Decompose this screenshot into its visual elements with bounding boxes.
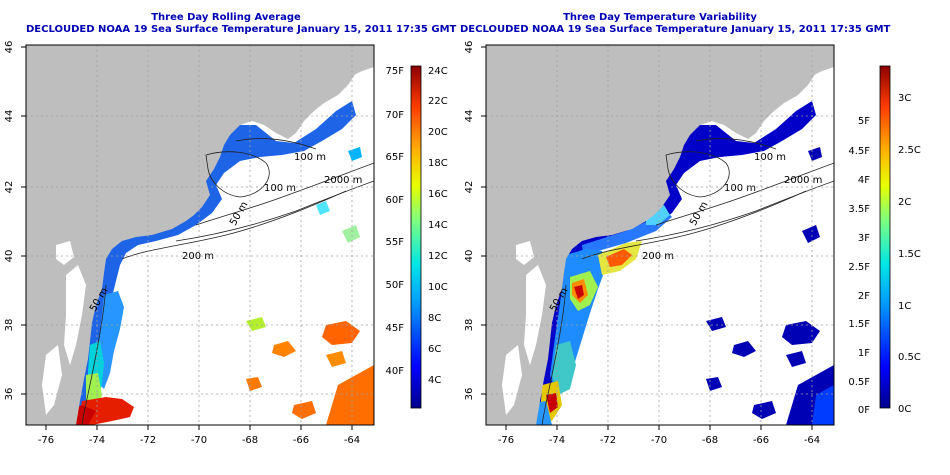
right-lat-tick: 46 xyxy=(464,41,475,54)
right-lon-tick: -74 xyxy=(549,435,565,446)
right-lon-tick: -66 xyxy=(753,435,769,446)
left-colorbar-f-label: 55F xyxy=(386,237,405,248)
right-lat-tick: 38 xyxy=(464,319,475,332)
left-contour-label: 2000 m xyxy=(324,175,362,186)
right-lat-tick: 44 xyxy=(464,110,475,123)
right-map-subtitle: DECLOUDED NOAA 19 Sea Surface Temperatur… xyxy=(460,24,891,35)
left-lat-tick: 40 xyxy=(4,250,15,263)
right-contour-label: 100 m xyxy=(724,183,756,194)
left-colorbar-c-label: 16C xyxy=(428,189,448,200)
left-contour-label: 100 m xyxy=(264,183,296,194)
right-map-title: Three Day Temperature Variability xyxy=(563,12,757,23)
right-colorbar-f-label: 2F xyxy=(858,291,870,302)
right-colorbar-f-label: 0F xyxy=(858,405,870,416)
left-colorbar-f-label: 75F xyxy=(386,66,405,77)
right-colorbar-f-label: 4F xyxy=(858,175,870,186)
right-contour-label: 200 m xyxy=(642,251,674,262)
left-lat-tick: 46 xyxy=(4,41,15,54)
left-map: 100 m 100 m 2000 m 50 m 200 m 50 m -76 -… xyxy=(4,41,375,446)
right-lat-tick: 40 xyxy=(464,250,475,263)
left-colorbar-c-label: 22C xyxy=(428,96,448,107)
right-colorbar-c-label: 2C xyxy=(898,197,911,208)
right-contour-label: 100 m xyxy=(754,152,786,163)
right-colorbar-c-label: 1.5C xyxy=(898,249,921,260)
right-lon-tick: -76 xyxy=(498,435,514,446)
right-lon-tick: -70 xyxy=(651,435,667,446)
left-lon-tick: -66 xyxy=(293,435,309,446)
left-colorbar-f-label: 70F xyxy=(386,110,405,121)
left-colorbar-c-label: 20C xyxy=(428,127,448,138)
right-lat-tick: 36 xyxy=(464,388,475,401)
right-colorbar-c-label: 0.5C xyxy=(898,352,921,363)
right-colorbar: 5F 4.5F 4F 3.5F 3F 2.5F 2F 1.5F 1F 0.5F … xyxy=(848,65,921,416)
left-lon-tick: -74 xyxy=(89,435,105,446)
left-lat-tick: 42 xyxy=(4,181,15,194)
right-lon-tick: -68 xyxy=(702,435,718,446)
right-lon-tick: -64 xyxy=(804,435,820,446)
right-colorbar-f-label: 2.5F xyxy=(848,262,870,273)
left-lat-tick: 44 xyxy=(4,110,15,123)
left-contour-label: 200 m xyxy=(182,251,214,262)
right-colorbar-f-label: 1F xyxy=(858,348,870,359)
left-colorbar-f-label: 65F xyxy=(386,152,405,163)
right-colorbar-c-label: 0C xyxy=(898,404,911,415)
left-lon-tick: -70 xyxy=(191,435,207,446)
right-colorbar-f-label: 0.5F xyxy=(848,377,870,388)
right-colorbar-c-label: 1C xyxy=(898,301,911,312)
right-colorbar-f-label: 3.5F xyxy=(848,204,870,215)
left-map-title: Three Day Rolling Average xyxy=(151,12,301,23)
right-lon-tick: -72 xyxy=(600,435,616,446)
right-colorbar-c-label: 2.5C xyxy=(898,145,921,156)
left-colorbar-c-label: 10C xyxy=(428,282,448,293)
left-colorbar-c-label: 14C xyxy=(428,220,448,231)
left-colorbar-f-label: 40F xyxy=(386,366,405,377)
left-map-subtitle: DECLOUDED NOAA 19 Sea Surface Temperatur… xyxy=(26,24,457,35)
left-colorbar: 75F 70F 65F 60F 55F 50F 45F 40F 24C 22C … xyxy=(386,65,448,409)
right-colorbar-f-label: 5F xyxy=(858,116,870,127)
left-lat-tick: 36 xyxy=(4,388,15,401)
right-colorbar-f-label: 1.5F xyxy=(848,319,870,330)
right-map: 100 m 100 m 2000 m 50 m 200 m 50 m -76 -… xyxy=(464,41,835,446)
left-colorbar-c-label: 24C xyxy=(428,66,448,77)
left-colorbar-c-label: 8C xyxy=(428,313,441,324)
left-colorbar-c-label: 12C xyxy=(428,251,448,262)
left-colorbar-c-label: 18C xyxy=(428,158,448,169)
left-colorbar-c-label: 6C xyxy=(428,344,441,355)
left-lon-tick: -64 xyxy=(344,435,360,446)
right-colorbar-c-label: 3C xyxy=(898,93,911,104)
left-colorbar-f-label: 45F xyxy=(386,323,405,334)
right-lat-tick: 42 xyxy=(464,181,475,194)
left-colorbar-f-label: 60F xyxy=(386,195,405,206)
left-contour-label: 100 m xyxy=(294,152,326,163)
right-contour-label: 2000 m xyxy=(784,175,822,186)
left-lon-tick: -68 xyxy=(242,435,258,446)
left-lon-tick: -72 xyxy=(140,435,156,446)
left-lat-tick: 38 xyxy=(4,319,15,332)
left-colorbar-c-label: 4C xyxy=(428,375,441,386)
left-colorbar-f-label: 50F xyxy=(386,280,405,291)
left-lon-tick: -76 xyxy=(38,435,54,446)
right-colorbar-f-label: 4.5F xyxy=(848,146,870,157)
right-colorbar-f-label: 3F xyxy=(858,233,870,244)
